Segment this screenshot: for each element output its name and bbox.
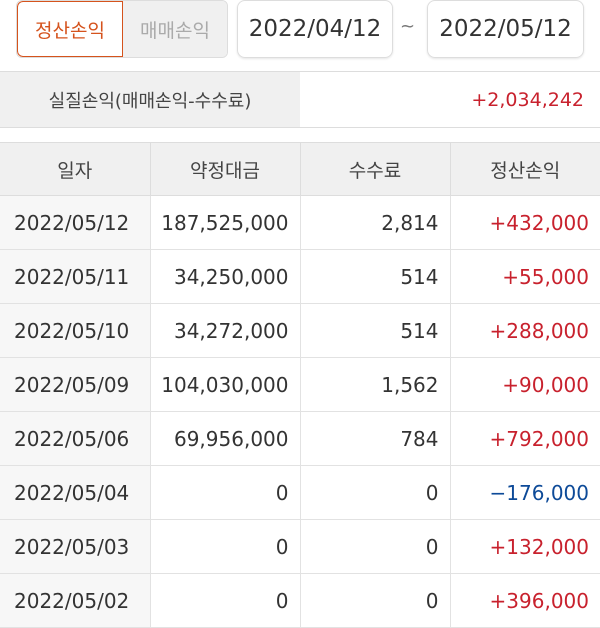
header-date: 일자	[0, 142, 151, 196]
cell-settlement-pnl: +792,000	[449, 411, 600, 466]
cell-contract-amount: 0	[149, 519, 301, 574]
table-row[interactable]: 2022/05/02 0 0 +396,000	[0, 573, 600, 628]
cell-date: 2022/05/10	[0, 303, 151, 358]
cell-settlement-pnl: −176,000	[449, 465, 600, 520]
pnl-type-toggle: 정산손익 매매손익	[16, 0, 228, 58]
cell-date: 2022/05/09	[0, 357, 151, 412]
table-row[interactable]: 2022/05/09 104,030,000 1,562 +90,000	[0, 357, 600, 412]
table-row[interactable]: 2022/05/11 34,250,000 514 +55,000	[0, 249, 600, 304]
header-settlement-pnl: 정산손익	[449, 142, 600, 196]
cell-settlement-pnl: +432,000	[449, 195, 600, 250]
cell-date: 2022/05/04	[0, 465, 151, 520]
cell-fee: 1,562	[299, 357, 451, 412]
pnl-table: 일자 약정대금 수수료 정산손익 2022/05/12 187,525,000 2,814…	[0, 142, 600, 628]
tab-settlement-pnl[interactable]: 정산손익	[17, 1, 123, 57]
cell-date: 2022/05/06	[0, 411, 151, 466]
date-separator: ~	[400, 16, 416, 37]
cell-fee: 0	[299, 465, 451, 520]
cell-contract-amount: 0	[149, 465, 301, 520]
cell-fee: 0	[299, 519, 451, 574]
cell-settlement-pnl: +396,000	[449, 573, 600, 628]
cell-fee: 0	[299, 573, 451, 628]
net-pnl-summary: 실질손익(매매손익-수수료) +2,034,242	[0, 71, 600, 128]
cell-date: 2022/05/11	[0, 249, 151, 304]
table-row[interactable]: 2022/05/04 0 0 −176,000	[0, 465, 600, 520]
table-row[interactable]: 2022/05/10 34,272,000 514 +288,000	[0, 303, 600, 358]
net-pnl-label: 실질손익(매매손익-수수료)	[0, 72, 300, 127]
table-row[interactable]: 2022/05/03 0 0 +132,000	[0, 519, 600, 574]
header-contract-amount: 약정대금	[149, 142, 301, 196]
cell-contract-amount: 34,250,000	[149, 249, 301, 304]
cell-settlement-pnl: +288,000	[449, 303, 600, 358]
cell-date: 2022/05/03	[0, 519, 151, 574]
cell-contract-amount: 187,525,000	[149, 195, 301, 250]
cell-date: 2022/05/02	[0, 573, 151, 628]
cell-settlement-pnl: +90,000	[449, 357, 600, 412]
cell-fee: 514	[299, 249, 451, 304]
table-row[interactable]: 2022/05/06 69,956,000 784 +792,000	[0, 411, 600, 466]
cell-contract-amount: 34,272,000	[149, 303, 301, 358]
cell-contract-amount: 69,956,000	[149, 411, 301, 466]
cell-date: 2022/05/12	[0, 195, 151, 250]
cell-fee: 784	[299, 411, 451, 466]
net-pnl-value: +2,034,242	[471, 88, 584, 111]
cell-fee: 2,814	[299, 195, 451, 250]
cell-settlement-pnl: +132,000	[449, 519, 600, 574]
start-date-input[interactable]: 2022/04/12	[237, 0, 393, 58]
tab-trading-pnl[interactable]: 매매손익	[123, 1, 227, 57]
cell-settlement-pnl: +55,000	[449, 249, 600, 304]
table-row[interactable]: 2022/05/12 187,525,000 2,814 +432,000	[0, 195, 600, 250]
end-date-input[interactable]: 2022/05/12	[427, 0, 584, 58]
header-fee: 수수료	[299, 142, 451, 196]
cell-contract-amount: 0	[149, 573, 301, 628]
cell-contract-amount: 104,030,000	[149, 357, 301, 412]
cell-fee: 514	[299, 303, 451, 358]
